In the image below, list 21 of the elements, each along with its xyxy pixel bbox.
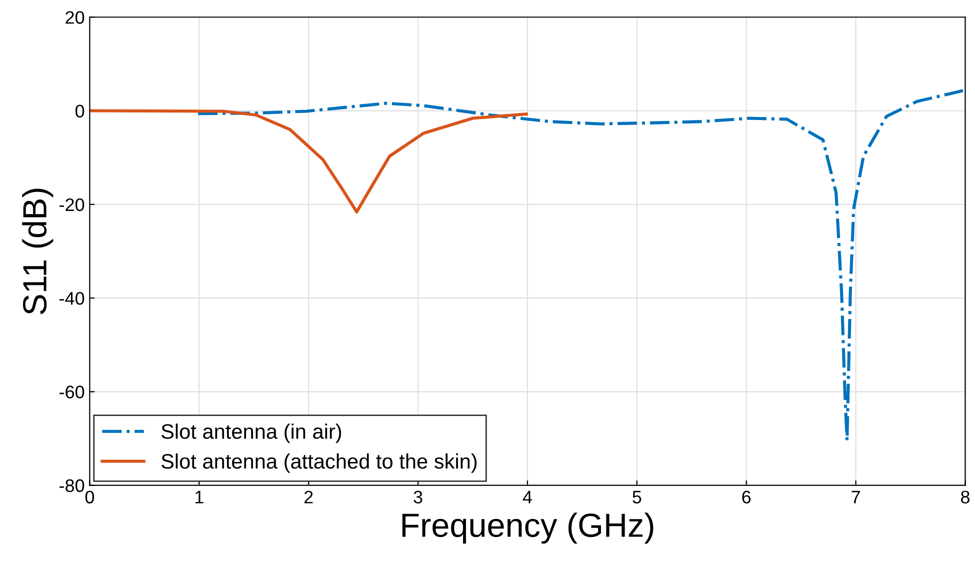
y-tick-label: 20 xyxy=(66,11,84,24)
y-tick-label: 0 xyxy=(76,104,84,118)
y-tick-label: -40 xyxy=(60,292,84,305)
x-tick-label: 2 xyxy=(304,490,313,504)
x-tick-label: 7 xyxy=(852,490,860,504)
line-series xyxy=(90,109,528,214)
x-tick-label: 3 xyxy=(414,490,422,504)
line-series xyxy=(196,89,965,442)
y-tick-label: -20 xyxy=(60,198,84,212)
x-tick-label: 8 xyxy=(961,490,970,504)
x-tick-label: 6 xyxy=(742,490,751,504)
legend-label: Slot antenna (in air) xyxy=(161,424,342,444)
x-tick-label: 1 xyxy=(196,490,204,504)
y-tick-label: -60 xyxy=(60,386,84,398)
y-axis-title: S11 (dB) xyxy=(22,188,54,314)
x-tick-label: 5 xyxy=(632,490,642,504)
x-tick-label: 4 xyxy=(522,490,532,504)
x-axis-title: Frequency (GHz) xyxy=(402,512,654,544)
x-tick-label: 0 xyxy=(85,490,94,504)
legend-label: Slot antenna (attached to the skin) xyxy=(161,453,477,473)
y-tick-label: -80 xyxy=(60,479,84,492)
